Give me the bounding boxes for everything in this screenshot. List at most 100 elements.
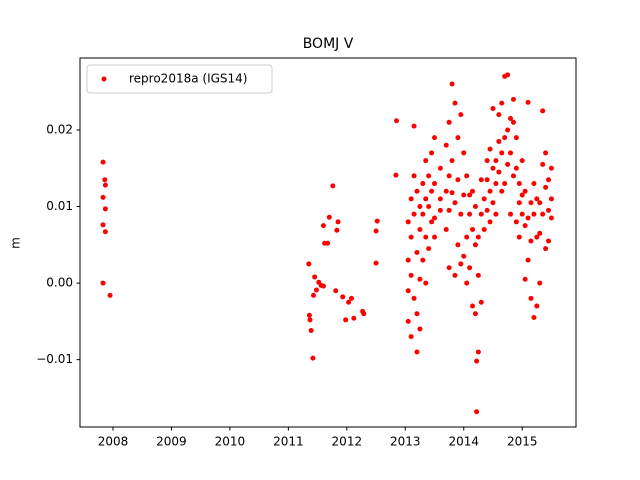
data-point	[508, 211, 514, 217]
data-point	[481, 196, 487, 202]
data-point	[548, 165, 554, 171]
data-point	[349, 295, 355, 301]
data-point	[446, 207, 452, 213]
data-point	[522, 188, 528, 194]
data-point	[437, 196, 443, 202]
data-point	[548, 215, 554, 221]
data-point	[446, 119, 452, 125]
data-point	[502, 135, 508, 141]
data-point	[470, 226, 476, 232]
data-point	[405, 219, 411, 225]
chart-title: BOMJ V	[303, 36, 354, 52]
data-point	[334, 227, 340, 233]
data-point	[417, 226, 423, 232]
data-point	[414, 188, 420, 194]
data-point	[100, 222, 106, 228]
data-point	[432, 181, 438, 187]
data-point	[340, 294, 346, 300]
data-point	[443, 142, 449, 148]
data-point	[467, 192, 473, 198]
data-point	[458, 211, 464, 217]
data-point	[510, 96, 516, 102]
data-point	[307, 317, 313, 323]
data-point	[461, 150, 467, 156]
data-point	[531, 211, 537, 217]
data-point	[519, 192, 525, 198]
data-point	[487, 219, 493, 225]
data-point	[443, 188, 449, 194]
data-point	[102, 177, 108, 183]
data-point	[540, 211, 546, 217]
data-point	[513, 165, 519, 171]
data-point	[414, 249, 420, 255]
data-point	[437, 165, 443, 171]
data-point	[446, 173, 452, 179]
data-point	[496, 169, 502, 175]
data-point	[405, 257, 411, 263]
data-point	[502, 181, 508, 187]
data-point	[531, 315, 537, 321]
data-point	[100, 159, 106, 165]
data-point	[543, 150, 549, 156]
data-point	[449, 190, 455, 196]
data-point	[373, 260, 379, 266]
data-point	[470, 303, 476, 309]
data-point	[449, 158, 455, 164]
data-point	[537, 280, 543, 286]
data-point	[505, 127, 511, 133]
data-point	[306, 261, 312, 267]
data-point	[508, 150, 514, 156]
data-point	[474, 409, 480, 415]
data-point	[417, 326, 423, 332]
data-point	[496, 138, 502, 144]
data-point	[100, 194, 106, 200]
y-tick-label: 0.00	[46, 276, 73, 290]
data-point	[411, 173, 417, 179]
data-point	[540, 108, 546, 114]
data-point	[484, 177, 490, 183]
data-point	[411, 123, 417, 129]
data-point	[361, 311, 367, 317]
data-point	[490, 106, 496, 112]
data-point	[475, 349, 481, 355]
data-point	[478, 177, 484, 183]
data-point	[426, 204, 432, 210]
data-point	[546, 177, 552, 183]
data-point	[522, 223, 528, 229]
data-point	[510, 173, 516, 179]
data-point	[496, 112, 502, 118]
data-point	[351, 315, 357, 321]
data-point	[528, 238, 534, 244]
data-point	[414, 349, 420, 355]
data-point	[493, 158, 499, 164]
data-point	[475, 272, 481, 278]
data-point	[432, 234, 438, 240]
data-point	[313, 287, 319, 293]
data-point	[325, 240, 331, 246]
legend-label: repro2018a (IGS14)	[129, 72, 247, 86]
data-point	[484, 207, 490, 213]
data-point	[478, 299, 484, 305]
data-point	[487, 188, 493, 194]
data-point	[100, 280, 106, 286]
data-point	[525, 215, 531, 221]
data-point	[455, 135, 461, 141]
data-point	[414, 311, 420, 317]
x-tick-label: 2008	[98, 435, 129, 449]
data-point	[472, 204, 478, 210]
data-point	[490, 165, 496, 171]
data-point	[525, 257, 531, 263]
data-point	[493, 211, 499, 217]
data-point	[548, 196, 554, 202]
data-point	[423, 234, 429, 240]
data-point	[408, 334, 414, 340]
data-point	[516, 200, 522, 206]
data-point	[437, 207, 443, 213]
data-point	[326, 214, 332, 220]
data-point	[449, 81, 455, 87]
data-point	[374, 218, 380, 224]
data-point	[320, 223, 326, 229]
data-point	[432, 135, 438, 141]
data-point	[464, 173, 470, 179]
data-point	[102, 182, 108, 188]
